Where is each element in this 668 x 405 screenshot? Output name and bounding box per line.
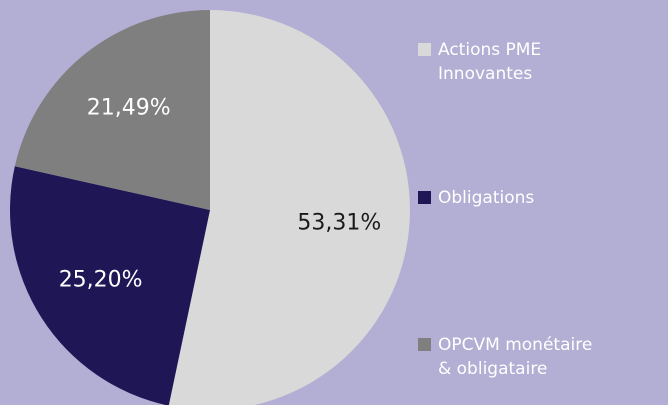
- legend-swatch: [418, 43, 431, 56]
- legend-label: OPCVM monétaire & obligataire: [438, 335, 593, 379]
- pie-slice: [168, 10, 410, 405]
- pie-slice: [14, 10, 210, 210]
- slice-label: 53,31%: [297, 210, 381, 235]
- legend-swatch: [418, 338, 431, 351]
- slice-label: 25,20%: [59, 267, 143, 292]
- pie-slice: [10, 166, 210, 405]
- legend-entry: Actions PME Innovantes: [418, 38, 658, 86]
- legend-swatch: [418, 191, 431, 204]
- legend-label: Actions PME Innovantes: [438, 40, 542, 84]
- slice-label: 21,49%: [87, 96, 171, 121]
- legend-entry: OPCVM monétaire & obligataire: [418, 333, 658, 381]
- legend-entry: Obligations: [418, 186, 658, 210]
- legend-label: Obligations: [438, 188, 535, 208]
